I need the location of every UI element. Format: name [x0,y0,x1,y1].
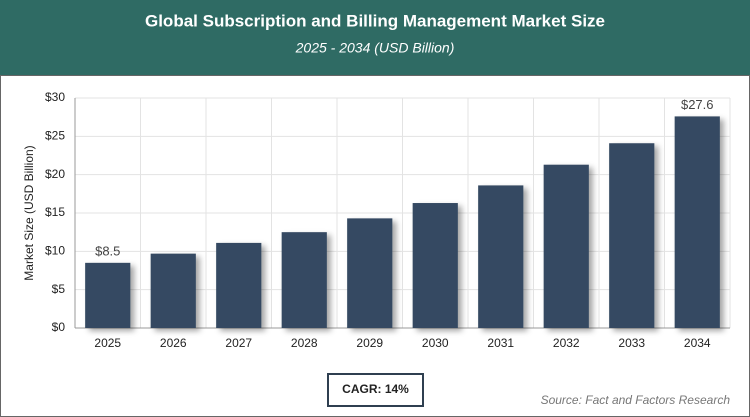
x-tick-label: 2032 [553,336,580,350]
bar [85,262,131,328]
y-tick-label: $5 [52,282,66,296]
bar [347,218,393,328]
annotation: CAGR: 14% [342,382,409,396]
y-tick-label: $15 [45,205,65,219]
bar [412,203,458,328]
bar [674,116,720,329]
x-tick-label: 2027 [225,336,252,350]
x-tick-label: 2034 [684,336,711,350]
value-label: $27.6 [681,97,714,112]
y-tick-label: $25 [45,129,65,143]
x-tick-label: 2031 [487,336,514,350]
chart-subtitle: 2025 - 2034 (USD Billion) [295,40,455,56]
value-label: $8.5 [95,243,120,258]
bar [150,253,196,328]
y-tick-label: $30 [45,90,65,104]
bar [216,242,262,328]
y-tick-label: $20 [45,167,65,181]
source: Source: Fact and Factors Research [541,393,731,407]
header-band [0,0,750,75]
x-tick-label: 2025 [94,336,121,350]
x-tick-label: 2026 [160,336,187,350]
y-axis-label: Market Size (USD Billion) [22,145,36,280]
x-tick-label: 2030 [422,336,449,350]
x-tick-label: 2029 [356,336,383,350]
x-tick-label: 2028 [291,336,318,350]
chart-title: Global Subscription and Billing Manageme… [145,11,605,30]
bar [478,185,524,328]
bar [543,164,589,328]
annotation-box [327,373,424,407]
x-tick-label: 2033 [618,336,645,350]
y-tick-label: $0 [52,320,66,334]
bar [609,143,655,328]
y-tick-label: $10 [45,244,65,258]
bar [281,232,327,328]
